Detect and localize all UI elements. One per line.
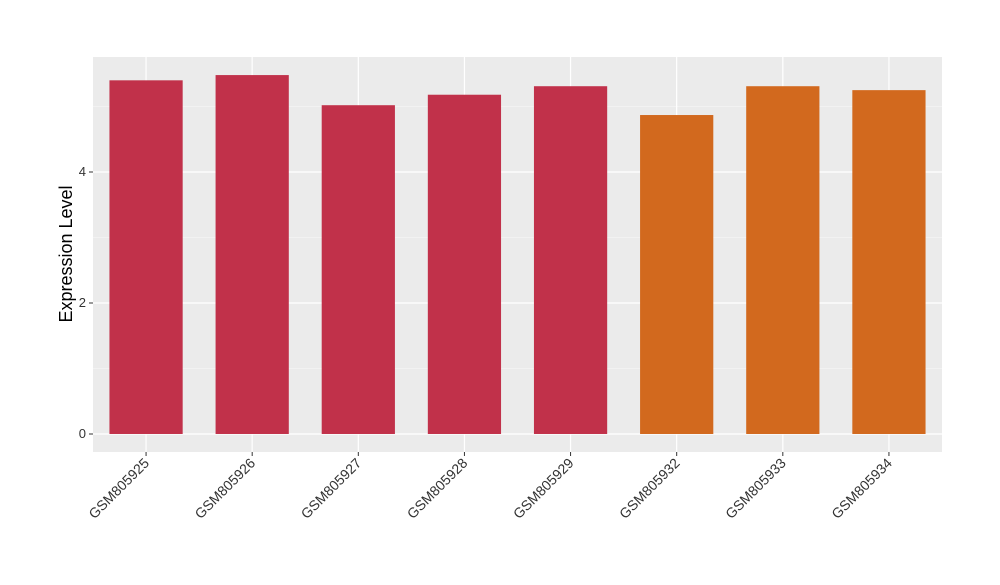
y-tick-label: 0 [79, 426, 86, 441]
y-axis-label: Expression Level [56, 185, 76, 322]
y-tick-label: 2 [79, 295, 86, 310]
x-tick-label: GSM805925 [85, 455, 152, 522]
bar [533, 86, 608, 434]
bar [215, 75, 289, 434]
x-tick-label: GSM805929 [510, 455, 577, 522]
y-tick-label: 4 [79, 164, 86, 179]
bar [746, 86, 820, 434]
bar [852, 90, 926, 434]
bar [640, 115, 714, 434]
x-tick-label: GSM805927 [298, 455, 365, 522]
x-tick-label: GSM805933 [722, 455, 789, 522]
x-tick-label: GSM805928 [404, 455, 471, 522]
x-tick-label: GSM805926 [191, 455, 258, 522]
x-tick-label: GSM805934 [828, 455, 895, 522]
bar [427, 94, 502, 434]
x-tick-label: GSM805932 [616, 455, 683, 522]
bar [109, 80, 183, 434]
bar [321, 105, 395, 434]
